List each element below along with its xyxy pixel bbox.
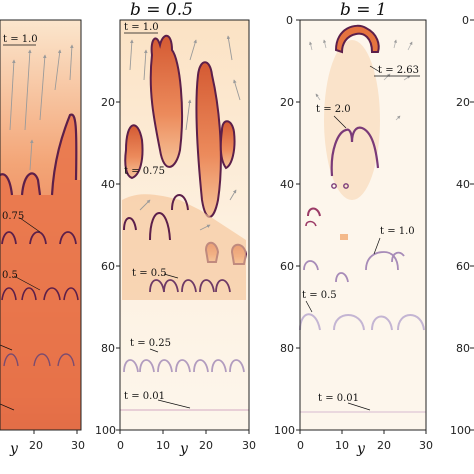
b1-contours-t1 (303, 251, 405, 283)
b1-xlabel: y (356, 441, 366, 457)
b1-xtick-20: 20 (377, 439, 391, 452)
b05-ytick-80: 80 (101, 342, 115, 355)
b1-ann-t1: t = 1.0 (380, 226, 415, 237)
b1-ytick-40: 40 (280, 178, 294, 191)
right-ytick-60: 60 (456, 260, 470, 273)
b1-contour-t2 (330, 126, 380, 177)
b1-xtick-30: 30 (419, 439, 433, 452)
left-front-contour (0, 113, 78, 196)
b05-ytick-60: 60 (101, 260, 115, 273)
left-axes-frame (0, 19, 82, 431)
panel-b1: b = 1 (274, 0, 433, 457)
b1-title: b = 1 (340, 0, 387, 20)
b1-ytick-60: 60 (280, 260, 294, 273)
panel-b05: b = 0.5 (95, 0, 256, 457)
b05-ann-t1: t = 1.0 (124, 22, 159, 33)
b05-ann-t05: t = 0.5 (132, 268, 167, 279)
right-ytick-20: 20 (456, 96, 470, 109)
left-plume (0, 114, 81, 431)
b1-ann-t05: t = 0.5 (302, 290, 337, 301)
b1-contours-t05 (299, 313, 425, 331)
b05-xtick-20: 20 (199, 439, 213, 452)
b1-velocity-arrows (309, 39, 413, 121)
b1-ytick-80: 80 (280, 342, 294, 355)
b1-ytick-20: 20 (280, 96, 294, 109)
b05-ann-t075: t = 0.75 (124, 166, 165, 177)
b05-fingers (124, 34, 248, 265)
left-contours-0.25 (3, 353, 75, 367)
b05-xtick-0: 0 (117, 439, 124, 452)
panel-left: t = 1.0 0.75 0.5 20 30 y (0, 19, 85, 457)
left-contours-0.5 (1, 287, 79, 301)
b05-contours-0.5 (149, 279, 231, 293)
b05-ytick-40: 40 (101, 178, 115, 191)
left-xtick-30: 30 (71, 439, 85, 452)
left-contours-0.75 (1, 231, 77, 245)
right-ytick-100: 100 (450, 424, 471, 437)
b1-xtick-0: 0 (297, 439, 304, 452)
left-ann-t1: t = 1.0 (3, 34, 38, 45)
b05-axes-frame (119, 19, 250, 431)
left-ann-05: 0.5 (2, 270, 18, 281)
right-ytick-0: 0 (462, 14, 469, 27)
left-xtick-20: 20 (29, 439, 43, 452)
left-xlabel: y (9, 441, 19, 457)
b1-ytick-0: 0 (286, 14, 293, 27)
b1-axes-frame (299, 19, 427, 431)
b05-ytick-100: 100 (95, 424, 116, 437)
b05-velocity-arrows (129, 35, 241, 231)
b05-contours-0.75 (123, 194, 189, 241)
b1-contour-small1 (307, 207, 321, 217)
left-velocity-arrows (9, 44, 74, 171)
b1-ytick-100: 100 (274, 424, 295, 437)
right-ytick-40: 40 (456, 178, 470, 191)
b1-xtick-10: 10 (335, 439, 349, 452)
left-ann-075: 0.75 (2, 211, 24, 222)
b05-xtick-10: 10 (156, 439, 170, 452)
b1-ann-t263: t = 2.63 (378, 65, 419, 76)
b05-xlabel: y (179, 441, 189, 457)
b05-xtick-30: 30 (242, 439, 256, 452)
b1-plume-glow (324, 40, 380, 200)
b1-bubble-t263 (334, 24, 380, 54)
b05-ytick-20: 20 (101, 96, 115, 109)
b05-title: b = 0.5 (130, 0, 193, 20)
b1-ann-t001: t = 0.01 (318, 393, 359, 404)
right-ytick-80: 80 (456, 342, 470, 355)
panel-right: 0 20 40 60 80 100 (450, 14, 474, 437)
b05-ann-t001: t = 0.01 (124, 391, 165, 402)
b05-ann-t025: t = 0.25 (130, 338, 171, 349)
b05-contours-0.25 (123, 359, 245, 373)
b1-ann-t2: t = 2.0 (316, 104, 351, 115)
